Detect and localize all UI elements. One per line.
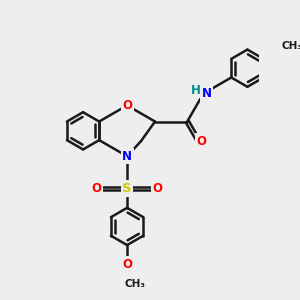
Text: H: H bbox=[191, 84, 201, 97]
Text: O: O bbox=[153, 182, 163, 195]
Text: O: O bbox=[197, 135, 207, 148]
Text: CH₃: CH₃ bbox=[282, 41, 300, 51]
Text: N: N bbox=[202, 87, 212, 100]
Text: S: S bbox=[122, 182, 132, 195]
Text: O: O bbox=[122, 99, 132, 112]
Text: O: O bbox=[122, 258, 132, 271]
Text: N: N bbox=[122, 150, 132, 163]
Text: O: O bbox=[92, 182, 101, 195]
Text: CH₃: CH₃ bbox=[124, 279, 145, 289]
